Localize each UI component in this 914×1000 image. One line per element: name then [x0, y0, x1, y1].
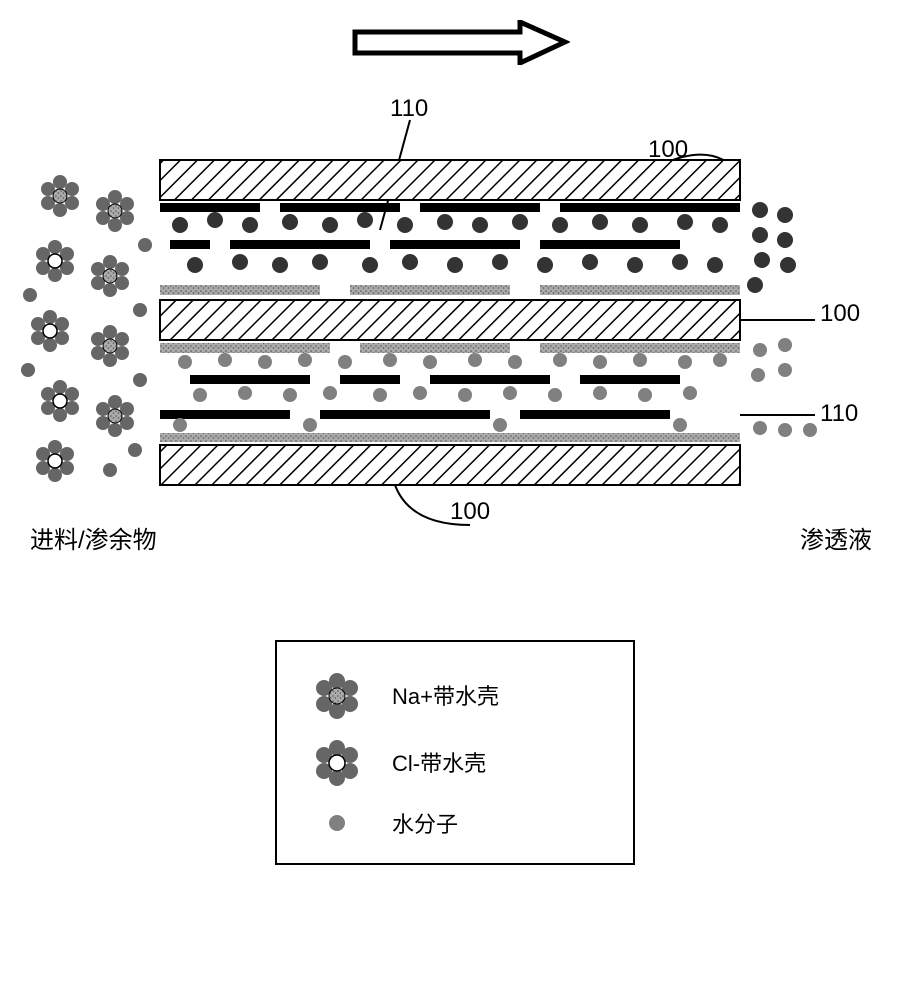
gray-bar [540, 343, 740, 353]
black-bar [520, 410, 670, 419]
gray-bar [540, 285, 740, 295]
membrane-svg [0, 0, 914, 620]
legend-cl-label: Cl-带水壳 [392, 746, 486, 778]
black-bar [280, 203, 400, 212]
gray-bar [160, 433, 740, 442]
gray-bar [360, 343, 510, 353]
black-bar [420, 203, 540, 212]
black-bar [430, 375, 550, 384]
gray-bar [160, 285, 320, 295]
cl-cluster-icon [312, 737, 362, 787]
support-bar-top [160, 160, 740, 200]
membrane-diagram: 110 100 100 110 100 进料/渗余物 渗透液 [0, 0, 914, 1000]
legend-na-label: Na+带水壳 [392, 679, 499, 711]
legend-row-cl: Cl-带水壳 [312, 737, 486, 787]
gray-bar [350, 285, 510, 295]
support-bar-bot [160, 445, 740, 485]
black-bar [340, 375, 400, 384]
legend-box: Na+带水壳 Cl-带水壳 水分子 [275, 640, 635, 865]
black-bar [190, 375, 310, 384]
legend-row-na: Na+带水壳 [312, 670, 499, 720]
water-dots-lower [173, 353, 727, 432]
black-bar [540, 240, 680, 249]
black-bar [390, 240, 520, 249]
black-bar [170, 240, 210, 249]
feed-clusters [21, 175, 152, 482]
gray-bar [160, 343, 330, 353]
support-bar-mid [160, 300, 740, 340]
black-bar [230, 240, 370, 249]
black-bar [560, 203, 740, 212]
legend-water-label: 水分子 [392, 807, 458, 839]
black-bar [160, 410, 290, 419]
water-dot-icon [312, 808, 362, 838]
leader-100-bot [395, 485, 470, 525]
black-bar [580, 375, 680, 384]
na-cluster-icon [312, 670, 362, 720]
black-bar [160, 203, 260, 212]
legend-row-water: 水分子 [312, 807, 458, 839]
black-bar [320, 410, 490, 419]
